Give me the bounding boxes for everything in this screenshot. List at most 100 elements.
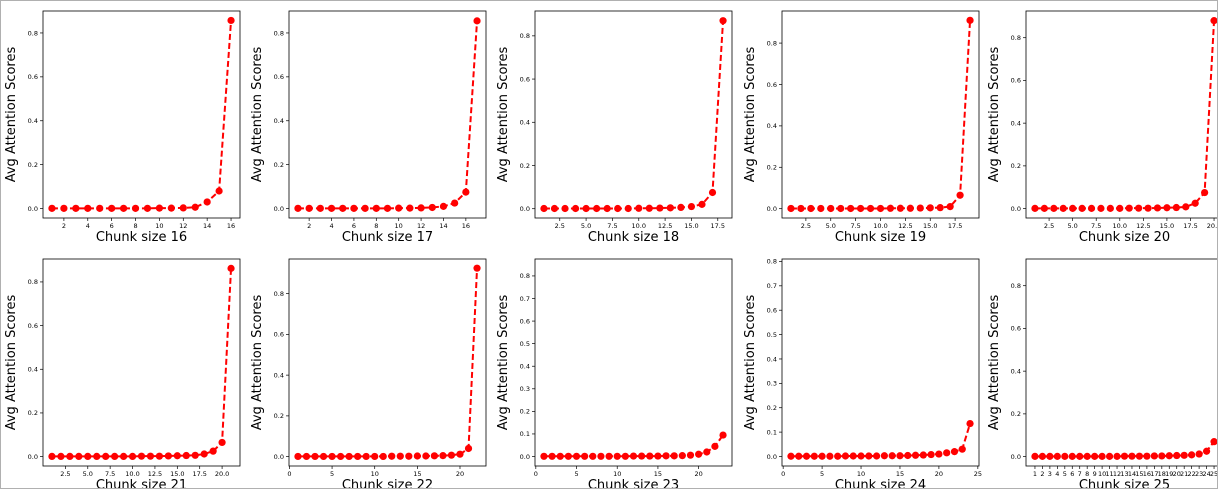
y-tick-label: 0.4 xyxy=(520,119,530,127)
x-tick-label: 0 xyxy=(781,470,785,478)
x-tick-label: 10.0 xyxy=(873,222,887,230)
y-axis-label: Avg Attention Scores xyxy=(987,47,1002,183)
x-tick-label: 14 xyxy=(203,222,211,230)
data-point xyxy=(137,452,146,460)
x-tick-label: 7.5 xyxy=(607,222,617,230)
data-point xyxy=(439,452,447,460)
data-point xyxy=(866,204,875,213)
data-point xyxy=(896,204,904,212)
data-point xyxy=(1083,452,1091,460)
x-tick-label: 5 xyxy=(1063,470,1067,478)
x-tick-label: 15.0 xyxy=(923,222,937,230)
axes-frame xyxy=(1025,258,1217,467)
y-tick-label: 0.7 xyxy=(767,282,777,290)
data-point xyxy=(1098,452,1106,460)
x-tick-label: 4 xyxy=(1055,470,1059,478)
data-point xyxy=(362,452,370,461)
data-point xyxy=(1053,452,1061,460)
subplot-10: 1 2 3 4 5 6 7 8 9 10 11 12 13 14 15 16 17 18 19 20 21 22 23 24 2… xyxy=(987,258,1217,488)
y-tick-label: 0.0 xyxy=(28,205,38,213)
data-point xyxy=(200,450,208,458)
axes-frame xyxy=(288,258,487,467)
data-point xyxy=(810,452,818,460)
y-tick-label: 0.8 xyxy=(274,290,284,298)
data-point xyxy=(1195,450,1203,458)
subplot-2: 2 4 6 8 10 12 14 16 0.0 0.2 0.4 0.6 0.8 Chunk size 17… xyxy=(250,10,487,245)
x-tick-label: 20.0 xyxy=(215,470,229,478)
data-point xyxy=(847,204,855,213)
data-point xyxy=(946,203,954,211)
y-tick-label: 0.8 xyxy=(28,278,38,286)
y-tick-label: 0.6 xyxy=(1011,77,1021,85)
x-tick-label: 7.5 xyxy=(850,222,860,230)
data-point xyxy=(66,452,74,460)
data-point xyxy=(1105,452,1114,460)
data-point xyxy=(880,452,888,460)
data-point xyxy=(593,204,601,213)
x-tick-label: 12 xyxy=(179,222,187,230)
y-axis-label: Avg Attention Scores xyxy=(987,295,1002,431)
x-tick-label: 1 xyxy=(1033,470,1037,478)
x-tick-label: 12.5 xyxy=(658,222,672,230)
x-tick-label: 12 xyxy=(417,222,425,230)
x-tick-label: 20 xyxy=(456,470,464,478)
data-point xyxy=(388,452,396,460)
subplot-4: 2.5 5.0 7.5 10.0 12.5 15.0 17.5 0.0 0.2 0.4 0.6 0.8… xyxy=(743,10,980,245)
x-tick-label: 16 xyxy=(462,222,470,230)
x-tick-label: 15.0 xyxy=(170,470,184,478)
data-point xyxy=(624,204,632,213)
subplot-3: 2.5 5.0 7.5 10.0 12.5 15.0 17.5 0.0 0.2 0.4 0.6 0.8… xyxy=(496,10,733,245)
x-axis-label: Chunk size 20 xyxy=(1079,230,1170,245)
data-point xyxy=(956,191,964,199)
data-point xyxy=(719,17,727,25)
data-point xyxy=(818,452,826,460)
data-point xyxy=(629,452,638,460)
data-point xyxy=(581,452,589,460)
data-point xyxy=(795,452,803,460)
subplot-6: 2.5 5.0 7.5 10.0 12.5 15.0 17.5 20.0 0.0 0.2 0.4 0.… xyxy=(4,258,241,488)
data-point xyxy=(119,204,128,212)
data-point xyxy=(473,264,481,272)
x-tick-label: 10.0 xyxy=(632,222,646,230)
data-point xyxy=(439,202,448,210)
data-point xyxy=(654,452,662,460)
x-tick-label: 7.5 xyxy=(105,470,115,478)
x-tick-label: 5.0 xyxy=(826,222,836,230)
data-point xyxy=(361,204,369,212)
data-point xyxy=(711,442,719,450)
data-point xyxy=(873,452,881,460)
data-point xyxy=(1120,452,1129,460)
data-point xyxy=(1202,447,1211,455)
y-tick-label: 0.4 xyxy=(1011,119,1021,127)
series-line xyxy=(297,20,479,210)
data-point xyxy=(687,202,696,211)
data-point xyxy=(1097,204,1105,212)
data-point xyxy=(48,204,56,212)
data-point xyxy=(143,204,152,212)
data-point xyxy=(119,452,128,460)
series-line xyxy=(790,423,972,458)
data-point xyxy=(1046,452,1054,460)
data-point xyxy=(372,204,380,212)
data-point xyxy=(787,204,795,213)
data-point xyxy=(807,204,815,213)
data-point xyxy=(904,451,912,460)
data-point xyxy=(678,452,686,460)
y-tick-label: 0.8 xyxy=(274,29,284,37)
x-tick-label: 12.5 xyxy=(148,470,162,478)
y-tick-label: 0.8 xyxy=(1011,34,1021,42)
x-tick-label: 6 xyxy=(352,222,356,230)
x-tick-label: 10 xyxy=(395,222,403,230)
data-point xyxy=(582,204,590,213)
data-point xyxy=(1135,452,1144,460)
y-axis-label: Avg Attention Scores xyxy=(496,295,511,431)
data-point xyxy=(1180,451,1188,459)
data-point xyxy=(666,204,674,212)
series-line xyxy=(790,20,972,210)
axes-frame xyxy=(781,258,980,467)
y-tick-label: 0.6 xyxy=(28,73,38,81)
data-point xyxy=(708,188,717,197)
data-point xyxy=(60,204,68,212)
y-tick-label: 0.8 xyxy=(520,272,530,280)
x-tick-label: 8 xyxy=(1085,470,1089,478)
